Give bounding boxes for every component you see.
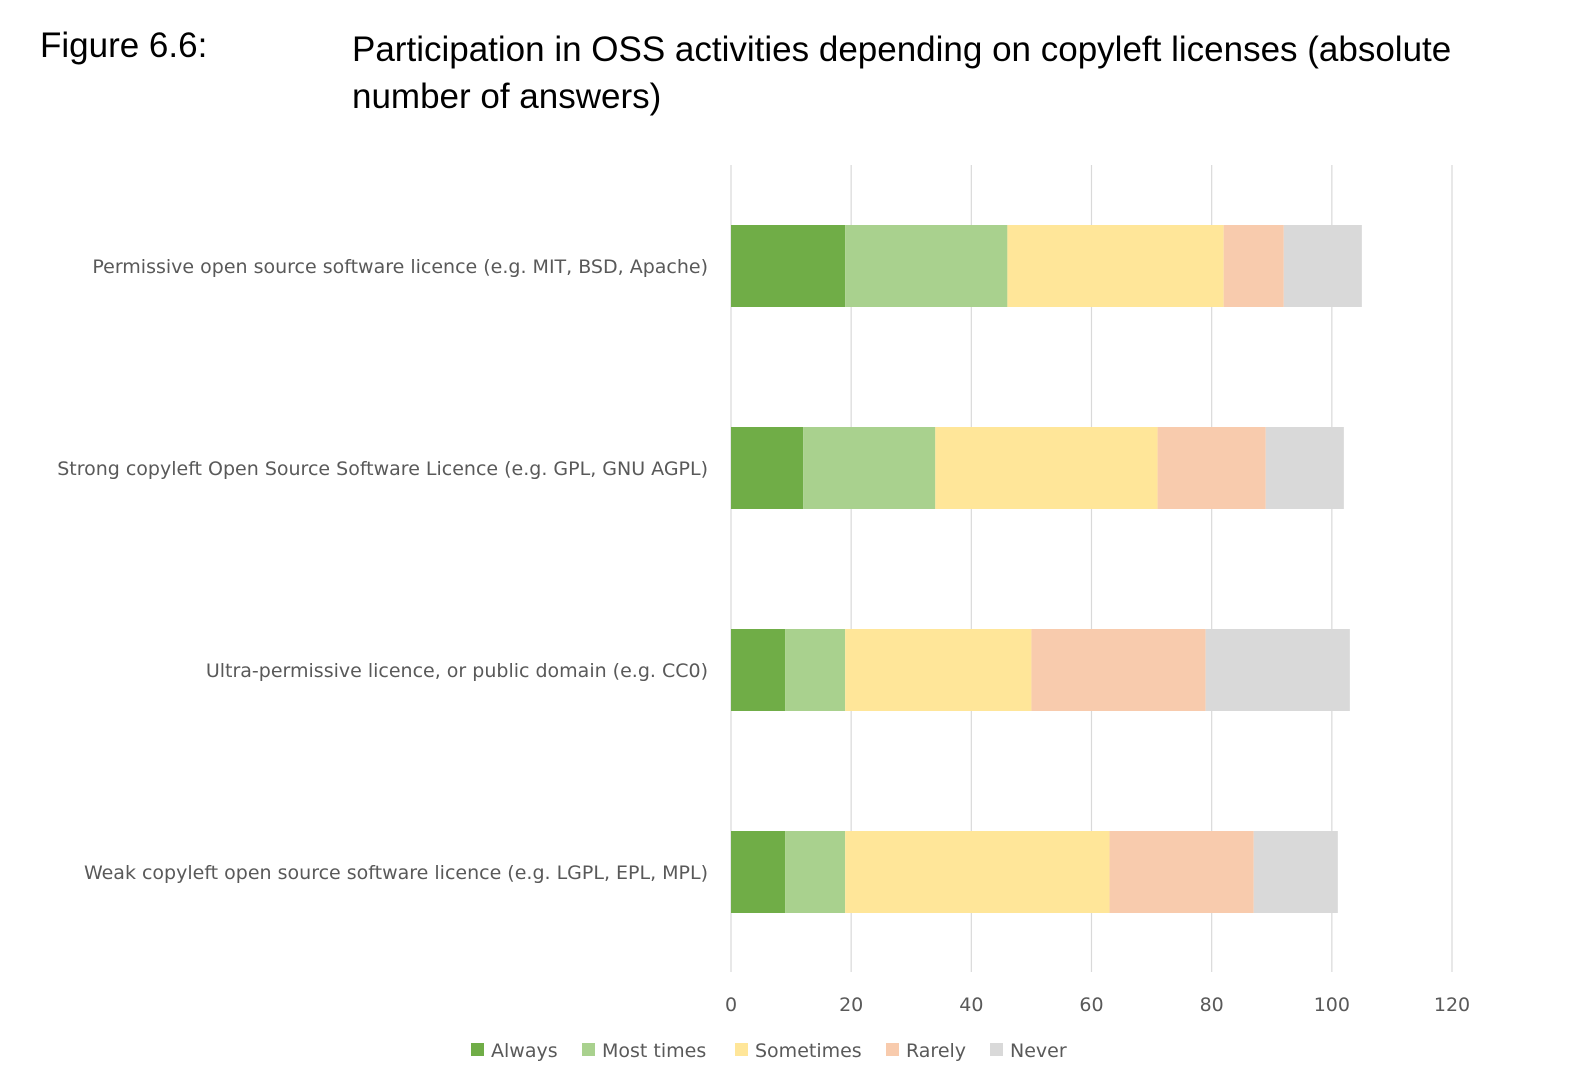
category-labels: Permissive open source software licence … <box>57 256 708 884</box>
bar-segment-sometimes <box>935 427 1158 509</box>
bar-segment-most-times <box>785 831 846 913</box>
bar-segment-rarely <box>1223 225 1284 307</box>
bar-segment-sometimes <box>1007 225 1224 307</box>
category-label: Weak copyleft open source software licen… <box>84 862 708 884</box>
x-tick-label: 40 <box>959 994 983 1016</box>
legend: Always Most times Sometimes Rarely Never <box>471 1040 1067 1062</box>
legend-label: Never <box>1010 1040 1067 1062</box>
category-label: Ultra-permissive licence, or public doma… <box>206 660 708 682</box>
bar-segment-always <box>731 831 786 913</box>
x-tick-labels: 0 20 40 60 80 100 120 <box>725 994 1470 1016</box>
x-tick-label: 80 <box>1200 994 1224 1016</box>
category-label: Strong copyleft Open Source Software Lic… <box>57 458 708 480</box>
legend-swatch <box>471 1043 484 1056</box>
category-label: Permissive open source software licence … <box>92 256 708 278</box>
bar-segment-rarely <box>1031 629 1206 711</box>
legend-label: Always <box>491 1040 558 1062</box>
bar-segment-never <box>1253 831 1338 913</box>
bar-segment-always <box>731 427 804 509</box>
legend-swatch <box>582 1043 595 1056</box>
x-tick-label: 60 <box>1079 994 1103 1016</box>
legend-label: Most times <box>602 1040 706 1062</box>
x-tick-label: 20 <box>839 994 863 1016</box>
bar-segment-most-times <box>845 225 1008 307</box>
legend-swatch <box>886 1043 899 1056</box>
bar-segment-sometimes <box>845 831 1110 913</box>
figure-label: Figure 6.6: <box>40 26 208 65</box>
bar-segment-most-times <box>785 629 846 711</box>
bar-segment-most-times <box>803 427 936 509</box>
legend-swatch <box>735 1043 748 1056</box>
bar-segment-rarely <box>1157 427 1266 509</box>
x-tick-label: 0 <box>725 994 737 1016</box>
bar-segment-always <box>731 629 786 711</box>
x-tick-label: 120 <box>1434 994 1470 1016</box>
legend-label: Sometimes <box>755 1040 862 1062</box>
bars <box>731 225 1362 913</box>
legend-label: Rarely <box>906 1040 966 1062</box>
legend-swatch <box>990 1043 1003 1056</box>
bar-segment-never <box>1205 629 1350 711</box>
bar-segment-rarely <box>1109 831 1254 913</box>
x-tick-label: 100 <box>1314 994 1350 1016</box>
bar-segment-always <box>731 225 846 307</box>
figure-title: Participation in OSS activities dependin… <box>352 30 1452 116</box>
bar-segment-never <box>1265 427 1344 509</box>
bar-segment-never <box>1283 225 1362 307</box>
bar-segment-sometimes <box>845 629 1032 711</box>
